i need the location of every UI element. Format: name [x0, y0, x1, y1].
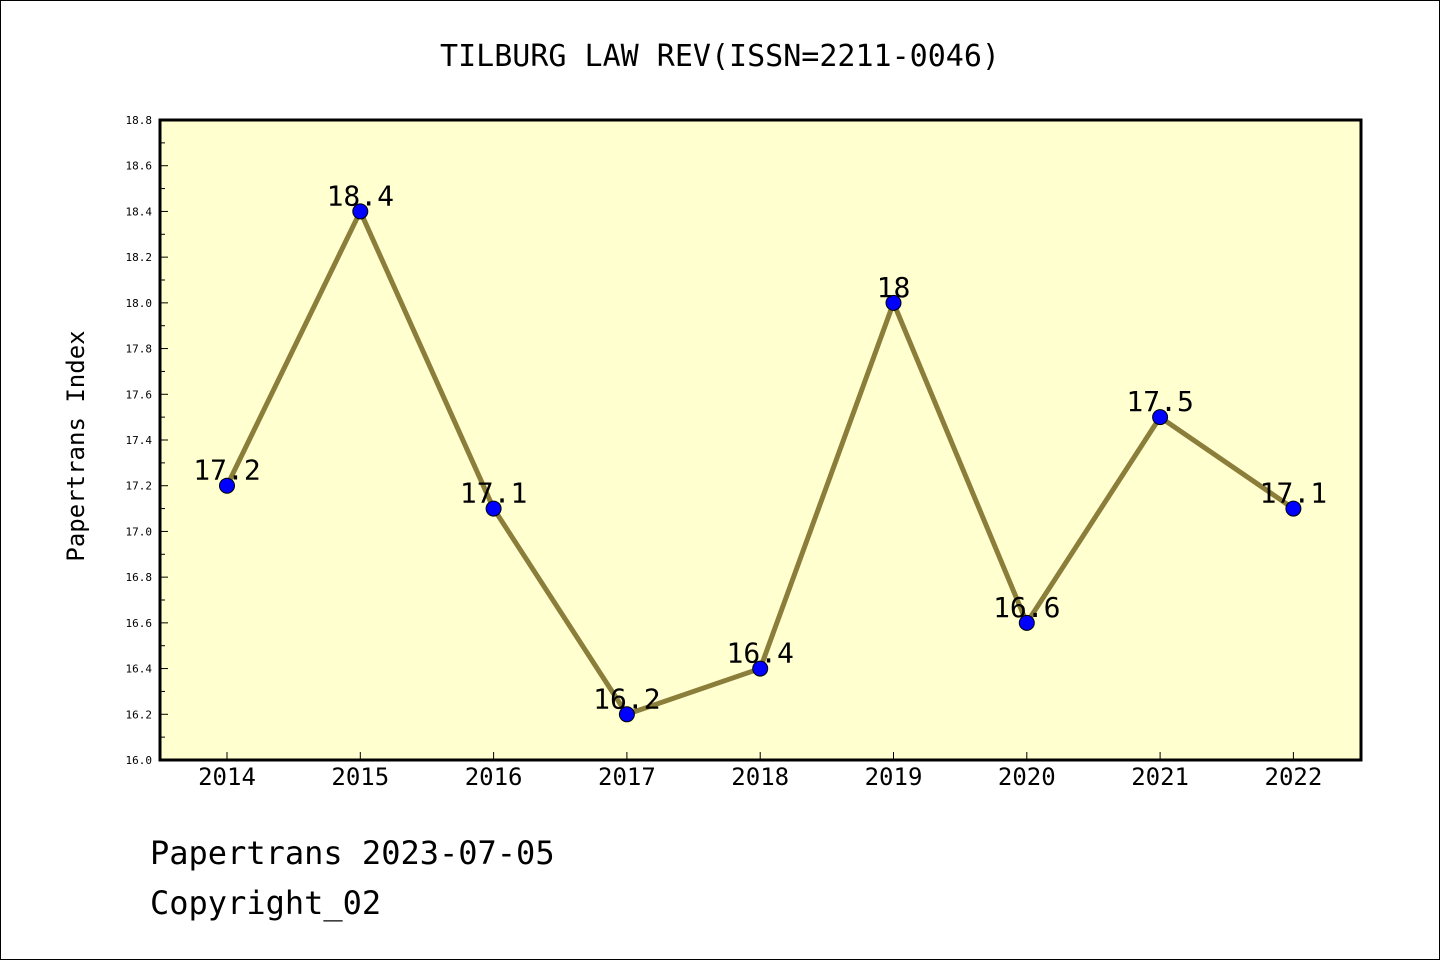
data-label: 16.6 [993, 591, 1060, 624]
data-label: 17.1 [460, 477, 527, 510]
data-label: 18 [877, 271, 911, 304]
data-label: 16.2 [593, 682, 660, 715]
y-tick-label: 17.4 [126, 434, 153, 447]
x-tick-label: 2018 [731, 763, 789, 791]
data-point [352, 203, 369, 220]
y-tick-label: 18.2 [126, 251, 153, 264]
x-tick-label: 2020 [998, 763, 1056, 791]
x-tick-label: 2017 [598, 763, 656, 791]
data-label: 17.1 [1260, 477, 1327, 510]
y-tick-label: 16.8 [126, 571, 153, 584]
y-tick-label: 17.0 [126, 525, 153, 538]
data-point [219, 477, 235, 494]
x-tick-label: 2016 [465, 763, 523, 791]
data-label: 17.2 [193, 454, 260, 487]
data-point [1285, 500, 1302, 517]
y-tick-label: 18.4 [126, 205, 153, 218]
x-tick-label: 2014 [198, 763, 256, 791]
data-label: 16.4 [726, 637, 793, 670]
x-tick-label: 2015 [331, 763, 389, 791]
y-tick-label: 17.6 [126, 388, 153, 401]
data-point [485, 500, 502, 517]
footer-copyright: Copyright_02 [150, 884, 382, 922]
y-tick-label: 18.6 [126, 160, 153, 173]
y-tick-label: 16.0 [126, 754, 153, 767]
chart-title: TILBURG LAW REV(ISSN=2211-0046) [440, 39, 1000, 74]
footer-date: Papertrans 2023-07-05 [150, 834, 555, 872]
data-point [1018, 614, 1035, 631]
y-tick-label: 16.2 [126, 708, 153, 721]
data-label: 18.4 [327, 179, 394, 212]
data-label: 17.5 [1126, 385, 1193, 418]
y-tick-label: 18.0 [126, 297, 153, 310]
y-tick-label: 16.6 [126, 617, 153, 630]
x-tick-label: 2019 [865, 763, 923, 791]
x-tick-label: 2022 [1265, 763, 1323, 791]
data-point [885, 294, 902, 311]
data-point [752, 660, 769, 677]
y-axis: 16.0 16.2 16.4 16.6 16.8 17.0 17.2 17.4 17.6 17.8… [126, 114, 168, 767]
series-group: 17.2 18.4 17.1 16.2 16.4 18 16.6 17.5 17.1 [193, 179, 1327, 723]
x-tick-label: 2021 [1131, 763, 1189, 791]
plot-area [158, 118, 1363, 762]
y-tick-label: 16.4 [126, 663, 153, 676]
y-axis-label: Papertrans Index [62, 330, 90, 561]
y-tick-label: 17.8 [126, 343, 153, 356]
y-tick-label: 17.2 [126, 480, 153, 493]
data-point [1152, 409, 1169, 426]
y-tick-label: 18.8 [126, 114, 153, 127]
data-point [618, 706, 635, 723]
x-axis: 2014 2015 2016 2017 2018 2019 2020 2021 2022 [198, 752, 1322, 791]
